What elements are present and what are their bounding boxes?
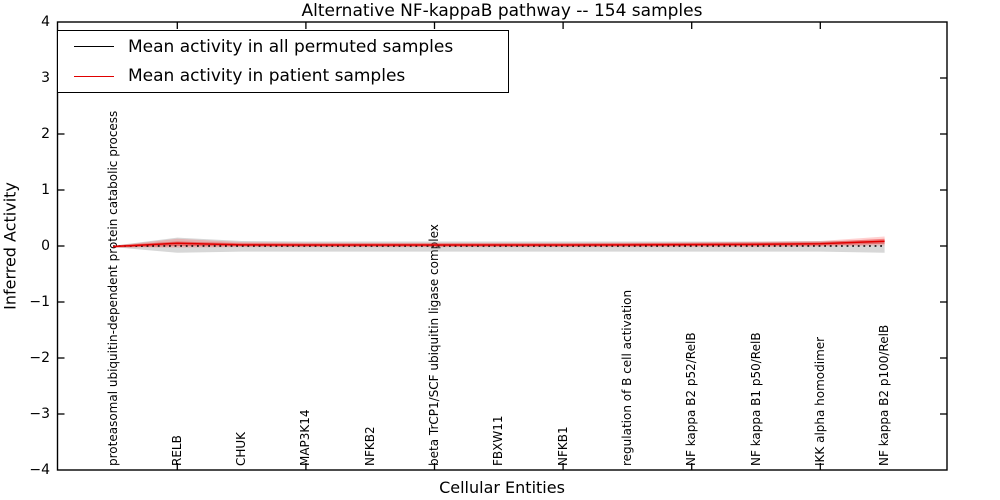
legend: Mean activity in all permuted samples Me… <box>57 30 509 93</box>
y-tick-label: 0 <box>41 238 50 254</box>
mean-line-series-1 <box>112 240 885 248</box>
x-axis-label: Cellular Entities <box>439 478 565 497</box>
legend-item-patient: Mean activity in patient samples <box>74 62 508 90</box>
chart-title: Alternative NF-kappaB pathway -- 154 sam… <box>301 1 703 21</box>
y-tick-label: 1 <box>41 182 50 198</box>
y-tick-label: −3 <box>29 406 50 422</box>
legend-label-patient: Mean activity in patient samples <box>128 66 406 87</box>
y-tick-label: 4 <box>41 14 50 30</box>
black-line-swatch <box>74 46 114 48</box>
legend-item-permuted: Mean activity in all permuted samples <box>74 33 508 61</box>
y-tick-label: 3 <box>41 70 50 86</box>
legend-label-permuted: Mean activity in all permuted samples <box>128 36 454 57</box>
red-line-swatch <box>74 75 114 77</box>
y-tick-label: −2 <box>29 350 50 366</box>
y-tick-label: −4 <box>29 462 50 478</box>
y-tick-label: 2 <box>41 126 50 142</box>
y-tick-label: −1 <box>29 294 50 310</box>
